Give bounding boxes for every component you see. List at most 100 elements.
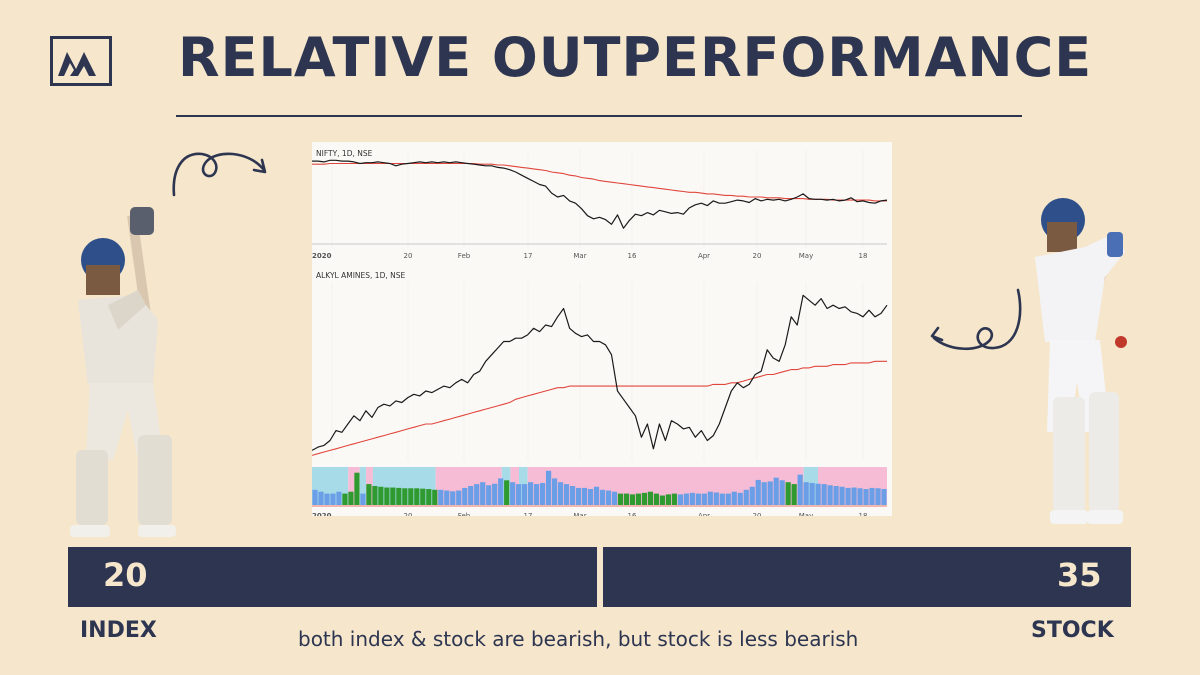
volume-bar [677, 494, 683, 505]
volume-bar [486, 485, 492, 505]
volume-bar [695, 493, 701, 505]
volume-bar [611, 491, 618, 505]
volume-bar [342, 493, 348, 505]
volume-tick-label: 20 [404, 512, 413, 516]
volume-bar [366, 484, 372, 505]
volume-bar [707, 491, 713, 505]
volume-bar [803, 482, 809, 505]
volume-bar [617, 493, 624, 505]
stock-score: 35 [1057, 556, 1102, 594]
volume-bar [773, 477, 779, 505]
volume-bar [444, 490, 450, 505]
volume-bar [731, 491, 737, 505]
volume-bar [755, 479, 761, 505]
volume-bar [647, 491, 654, 505]
volume-bar [701, 493, 707, 505]
volume-bar [683, 493, 689, 505]
volume-bar [791, 484, 797, 505]
volume-bar [761, 482, 767, 505]
volume-bar [587, 489, 594, 505]
volume-bar [462, 487, 468, 505]
volume-bar [540, 482, 546, 505]
volume-bar [414, 488, 420, 505]
volume-bar [749, 486, 755, 505]
volume-bar [360, 493, 366, 505]
volume-bar [821, 484, 827, 505]
volume-bar [522, 484, 528, 505]
curly-arrow-right-icon [172, 152, 267, 197]
volume-bar [516, 484, 522, 505]
volume-tick-label: 16 [628, 512, 637, 516]
volume-bar [557, 482, 564, 505]
volume-bar [468, 486, 474, 505]
volume-bar [498, 478, 504, 505]
volume-bar [372, 486, 378, 505]
indicator-background-region [312, 467, 349, 505]
volume-bar [450, 491, 456, 505]
volume-bar [492, 483, 498, 505]
volume-bar [767, 481, 773, 505]
volume-bar [504, 480, 510, 505]
volume-bar [336, 491, 342, 505]
volume-bar [581, 487, 588, 505]
stock-label: STOCK [1031, 618, 1114, 643]
volume-bar [551, 478, 558, 505]
volume-bar [534, 484, 540, 505]
volume-bar [833, 486, 839, 505]
volume-bar [725, 493, 731, 505]
volume-tick-label: Mar [573, 512, 586, 516]
batsman-left-figure [70, 207, 176, 537]
volume-bar [785, 482, 791, 505]
volume-bar [719, 493, 725, 505]
volume-bar [875, 488, 881, 505]
volume-bar [426, 489, 432, 505]
caption-text: both index & stock are bearish, but stoc… [298, 627, 859, 651]
chart-title-alkyl: ALKYL AMINES, 1D, NSE [316, 271, 405, 280]
volume-bar [737, 492, 743, 505]
volume-bar [623, 493, 630, 505]
volume-bar [510, 482, 516, 505]
volume-tick-label: 20 [753, 512, 762, 516]
volume-bar [420, 488, 426, 505]
volume-bar [863, 489, 869, 505]
volume-bar [408, 488, 414, 505]
curly-arrow-left-icon [930, 288, 1022, 351]
volume-bar [384, 487, 390, 505]
volume-bar [593, 486, 600, 505]
index-label: INDEX [80, 618, 157, 643]
volume-tick-label: 2020 [312, 512, 332, 516]
volume-bar [653, 493, 659, 505]
chart-panel: 2020 20 Feb 17 Mar 16 Apr 20 May 18 2020 20 Feb 17 Ma… [311, 142, 892, 520]
alkyl-price-line [311, 294, 888, 451]
indicator-background-region [359, 467, 367, 505]
title-divider [176, 115, 1022, 117]
chart-title-nifty: NIFTY, 1D, NSE [316, 149, 373, 158]
volume-bar [324, 493, 330, 505]
nifty-tick-label: 2020 [312, 252, 332, 260]
volume-bar [743, 489, 749, 505]
volume-bar [881, 489, 887, 505]
volume-bar [671, 493, 677, 505]
volume-bar [348, 491, 354, 505]
volume-bar [396, 487, 402, 505]
volume-bar [354, 472, 360, 505]
nifty-price-line [312, 159, 888, 229]
volume-bar [839, 486, 845, 505]
alkyl-moving-average-line [311, 360, 887, 456]
volume-bar [569, 486, 576, 505]
volume-bar [545, 470, 552, 505]
index-score-bar [68, 547, 597, 607]
nifty-tick-label: 17 [524, 252, 533, 260]
volume-bar [563, 484, 570, 505]
volume-bar [851, 487, 857, 505]
volume-bar [641, 492, 648, 505]
volume-bar [665, 494, 671, 505]
volume-bar [474, 484, 480, 505]
volume-bar [809, 482, 815, 505]
page-title: RELATIVE OUTPERFORMANCE [178, 26, 1093, 89]
volume-bar [312, 489, 318, 505]
volume-bar [869, 487, 875, 505]
nifty-tick-label: 16 [628, 252, 637, 260]
volume-tick-label: Feb [458, 512, 471, 516]
volume-bar [528, 482, 534, 505]
